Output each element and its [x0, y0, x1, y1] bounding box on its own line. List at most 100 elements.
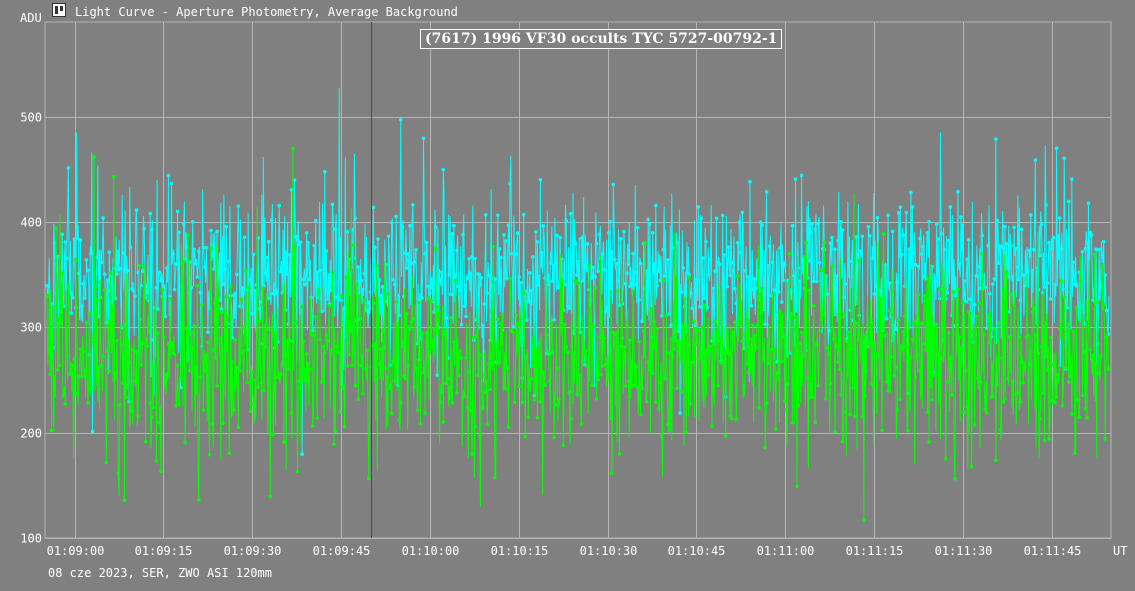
data-point [388, 386, 392, 391]
data-point [558, 253, 562, 258]
data-point [640, 386, 644, 391]
data-point [997, 321, 1001, 325]
data-point [963, 369, 968, 373]
light-curve-app-icon[interactable] [52, 3, 66, 17]
data-point [209, 228, 213, 233]
data-point [198, 375, 203, 380]
data-point [468, 408, 473, 413]
data-point [898, 397, 903, 402]
data-point [197, 249, 201, 254]
data-point [259, 381, 263, 385]
data-point [538, 399, 543, 404]
data-point [332, 442, 336, 446]
x-tick-label: 01:10:15 [491, 544, 549, 558]
data-point [1104, 335, 1109, 340]
data-point [233, 337, 238, 342]
data-point [514, 313, 518, 317]
data-point [752, 277, 757, 281]
data-point [726, 351, 731, 356]
data-point [266, 368, 271, 373]
data-point [462, 304, 467, 308]
data-point [433, 225, 438, 229]
data-point [834, 274, 839, 278]
data-point [696, 205, 701, 209]
data-point [667, 351, 672, 355]
data-point [250, 311, 254, 316]
data-point [441, 420, 446, 424]
data-point [609, 249, 614, 254]
data-point [1100, 252, 1104, 257]
data-point [960, 300, 965, 305]
data-point [729, 260, 734, 265]
data-point [719, 360, 723, 365]
y-tick-label: 300 [20, 321, 42, 335]
data-point [473, 424, 477, 429]
data-point [131, 348, 136, 352]
data-point [913, 375, 918, 380]
data-point [994, 458, 998, 463]
data-point [699, 356, 704, 360]
data-point [320, 309, 324, 314]
data-point [1039, 222, 1044, 227]
data-point [585, 364, 590, 369]
x-tick-label: 01:09:00 [47, 544, 105, 558]
data-point [86, 268, 90, 272]
data-point [871, 256, 875, 261]
data-point [133, 294, 137, 298]
data-point [606, 358, 611, 362]
data-point [766, 361, 770, 366]
data-point [561, 443, 565, 447]
data-point [221, 282, 225, 286]
data-point [646, 360, 651, 364]
data-point [244, 269, 248, 273]
data-point [283, 353, 288, 357]
data-point [696, 357, 701, 361]
data-point [219, 307, 224, 311]
data-point [576, 281, 581, 285]
data-point [1091, 353, 1095, 358]
data-point [348, 329, 353, 333]
data-point [508, 181, 512, 186]
data-point [663, 376, 667, 381]
data-point [746, 370, 751, 375]
data-point [541, 370, 546, 375]
data-point [67, 372, 72, 376]
data-point [157, 270, 162, 275]
data-point [552, 435, 556, 440]
data-point [442, 329, 447, 334]
data-point [446, 376, 450, 381]
data-point [778, 309, 783, 314]
data-point [234, 365, 239, 370]
data-point [367, 476, 371, 481]
data-point [933, 279, 937, 284]
data-point [458, 349, 462, 353]
data-point [398, 401, 403, 405]
data-point [772, 347, 777, 351]
data-point [531, 254, 535, 259]
data-point [151, 405, 156, 410]
data-point [66, 284, 71, 289]
data-point [679, 290, 684, 294]
data-point [1062, 295, 1067, 299]
data-point [725, 349, 729, 353]
data-point [225, 314, 230, 319]
data-point [222, 309, 227, 314]
data-point [704, 239, 708, 244]
data-point [241, 286, 245, 290]
data-point [868, 234, 872, 238]
data-point [1054, 395, 1059, 399]
data-point [423, 411, 427, 415]
data-point [292, 244, 297, 249]
data-point [579, 236, 584, 241]
data-point [218, 336, 222, 340]
data-point [374, 263, 379, 268]
x-tick-label: 01:09:30 [224, 544, 282, 558]
data-point [269, 218, 274, 222]
data-point [629, 359, 634, 364]
data-point [323, 170, 327, 174]
data-point [945, 380, 950, 385]
data-point [1079, 279, 1083, 283]
data-point [821, 312, 825, 317]
data-point [915, 354, 919, 358]
data-point [907, 247, 912, 252]
